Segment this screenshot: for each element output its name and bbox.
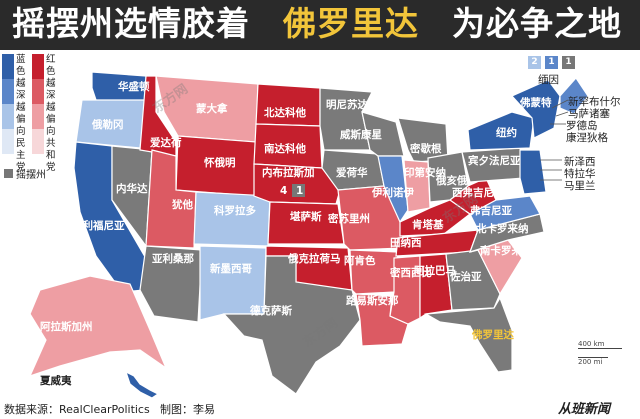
label-south-carolina: 南卡罗来纳	[480, 244, 533, 257]
state-arkansas	[349, 249, 399, 295]
title-part-3: 为必争之地	[452, 4, 622, 43]
label-nevada: 内华达	[116, 182, 148, 195]
label-pennsylvania: 宾夕法尼亚	[468, 154, 521, 167]
nebraska-split-2-text: 1	[296, 185, 303, 197]
color-legend: 蓝色越深越偏向民主党 红色越深越偏向共和党	[2, 54, 58, 173]
label-arizona: 亚利桑那	[152, 252, 194, 265]
state-maine	[559, 77, 589, 115]
label-new-mexico: 新墨西哥	[210, 262, 252, 275]
label-north-carolina: 北卡罗来纳	[476, 222, 529, 235]
label-iowa: 爱荷华	[336, 166, 368, 179]
label-delaware: 特拉华	[564, 168, 596, 180]
label-texas: 德克萨斯	[249, 304, 292, 317]
state-arizona	[139, 245, 203, 323]
label-new-york: 纽约	[496, 126, 517, 139]
map-author: 制图：李易	[160, 403, 215, 416]
maine-district-key: 2 1 1	[528, 56, 575, 69]
red-scale	[32, 54, 44, 154]
label-north-dakota: 北达科他	[264, 106, 306, 119]
label-wyoming: 怀俄明	[204, 156, 236, 169]
scale-km: 400 km	[578, 340, 622, 349]
label-louisiana: 路易斯安那	[346, 294, 399, 307]
red-legend-label: 红色越深越偏向共和党	[46, 54, 56, 173]
label-arkansas: 阿肯色	[344, 254, 376, 267]
scale-mi: 200 mi	[578, 357, 608, 366]
blue-scale	[2, 54, 14, 154]
label-vermont: 佛蒙特	[519, 96, 552, 109]
label-oklahoma: 俄克拉荷马	[287, 252, 341, 265]
label-maryland: 马里兰	[564, 180, 596, 192]
label-alabama: 阿拉巴马	[414, 264, 456, 277]
title-banner	[0, 0, 640, 50]
label-tennessee: 田纳西	[390, 236, 422, 249]
state-alaska	[28, 275, 168, 377]
state-alabama	[419, 253, 453, 320]
tossup-swatch	[4, 169, 13, 178]
label-minnesota: 明尼苏达	[326, 98, 368, 111]
label-kansas: 堪萨斯	[290, 210, 322, 223]
label-california: 加利福尼亚	[71, 219, 125, 232]
state-louisiana	[355, 293, 409, 347]
label-oregon: 俄勒冈	[91, 118, 124, 131]
state-hawaii	[124, 370, 160, 399]
label-wisconsin: 威斯康星	[340, 128, 382, 141]
label-missouri: 密苏里州	[328, 212, 370, 225]
label-florida: 佛罗里达	[471, 328, 514, 341]
state-md-de-nj	[519, 149, 547, 195]
state-colorado	[193, 191, 271, 247]
label-massachusetts: 马萨诸塞	[568, 108, 610, 120]
label-washington: 华盛顿	[118, 80, 150, 93]
label-west-virginia: 西弗吉尼亚	[452, 186, 505, 199]
label-michigan: 密歇根	[410, 142, 442, 155]
state-new-york	[467, 111, 535, 151]
title-highlight: 佛罗里达	[283, 4, 419, 43]
label-kentucky: 肯塔基	[412, 218, 444, 231]
label-virginia: 弗吉尼亚	[470, 204, 512, 217]
state-florida	[424, 296, 513, 373]
map-scale: 400 km 200 mi	[578, 340, 622, 366]
label-alaska: 阿拉斯加州	[40, 320, 93, 333]
nebraska-split-2	[292, 184, 305, 197]
label-colorado: 科罗拉多	[214, 204, 256, 217]
label-mississippi: 密西西比	[390, 266, 432, 279]
state-north-dakota	[255, 83, 321, 127]
nebraska-split-1-text: 4	[280, 185, 287, 197]
news-logo: 从班新闻	[558, 402, 611, 417]
label-idaho: 爱达荷	[150, 136, 182, 149]
label-georgia: 佐治亚	[449, 270, 482, 283]
state-new-england	[510, 79, 561, 139]
maine-key-2: 1	[545, 56, 558, 69]
label-montana: 蒙大拿	[196, 102, 228, 115]
nebraska-split-1	[276, 184, 289, 197]
label-rhode-island: 罗德岛	[566, 120, 598, 132]
label-new-jersey: 新泽西	[564, 156, 596, 168]
label-illinois: 伊利诺伊	[371, 186, 414, 199]
label-indiana: 印第安纳	[404, 166, 446, 179]
label-utah: 犹他	[172, 198, 193, 211]
label-new-hampshire: 新罕布什尔	[568, 96, 621, 108]
maine-key-1: 2	[528, 56, 541, 69]
title-part-1: 摇摆州选情胶着	[12, 4, 250, 43]
state-texas	[222, 255, 361, 395]
label-connecticut: 康涅狄格	[566, 132, 608, 144]
label-maine: 缅因	[538, 74, 559, 86]
label-ohio: 俄亥俄	[435, 174, 468, 187]
tossup-legend: 摇摆州	[4, 166, 46, 181]
label-nebraska: 内布拉斯加	[262, 166, 315, 179]
blue-legend-label: 蓝色越深越偏向民主党	[16, 54, 26, 173]
label-hawaii: 夏威夷	[39, 374, 72, 387]
data-source: 数据来源：RealClearPolitics	[4, 403, 150, 416]
label-south-dakota: 南达科他	[264, 142, 306, 155]
tossup-label: 摇摆州	[16, 170, 46, 181]
maine-key-3: 1	[562, 56, 575, 69]
state-west-virginia	[448, 177, 497, 215]
